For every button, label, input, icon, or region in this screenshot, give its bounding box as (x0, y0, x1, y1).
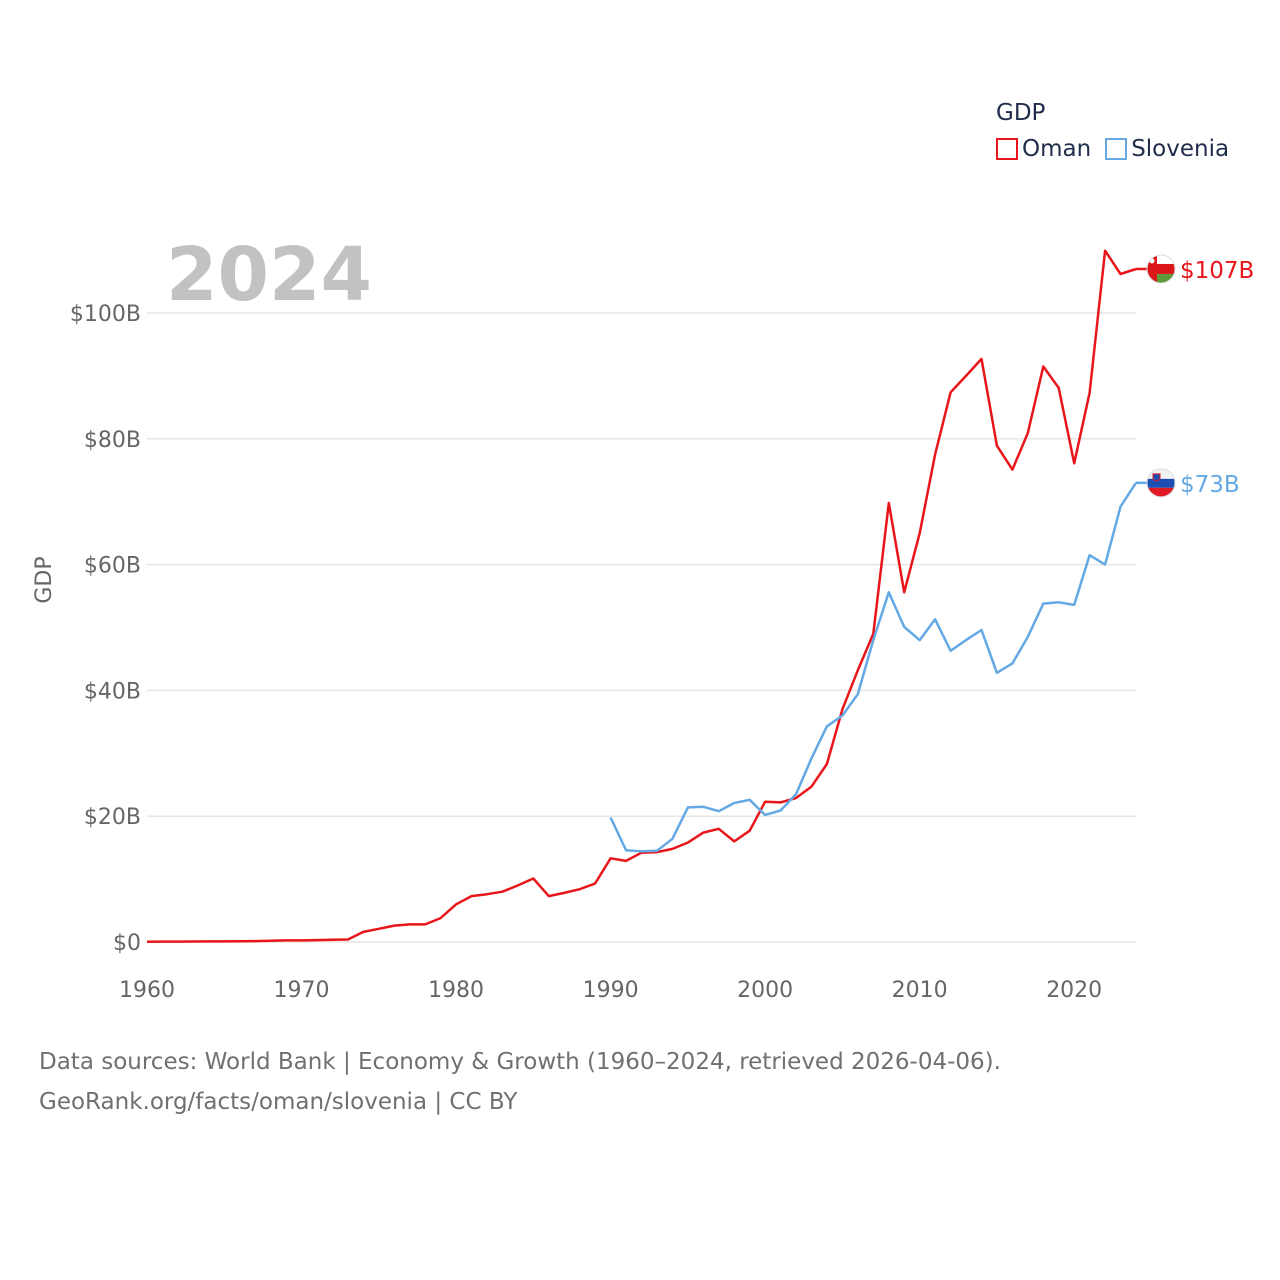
y-axis-ticks: $0 $20B $40B $60B $80B $100B (70, 302, 141, 956)
legend-swatch-oman (996, 138, 1018, 160)
end-value-label-oman: $107B (1180, 258, 1254, 284)
x-tick-label: 2020 (1046, 978, 1102, 1003)
x-tick-label: 1960 (119, 978, 175, 1003)
series-lines (146, 249, 1138, 943)
year-watermark: 2024 (166, 232, 372, 318)
legend-swatch-slovenia (1105, 138, 1128, 160)
source-link-text[interactable]: GeoRank.org/facts/oman/slovenia | CC BY (39, 1089, 518, 1115)
x-tick-label: 2010 (892, 978, 948, 1003)
footer: Data sources: World Bank | Economy & Gro… (39, 1042, 1001, 1122)
legend-title: GDP (996, 100, 1046, 126)
x-tick-label: 2000 (737, 978, 793, 1003)
series-line-slovenia[interactable] (609, 482, 1138, 853)
series-line-oman[interactable] (146, 249, 1137, 943)
y-tick-label: $20B (84, 805, 141, 830)
legend-items: Oman Slovenia (996, 136, 1229, 162)
end-value-label-slovenia: $73B (1180, 472, 1240, 498)
x-axis-ticks: 1960 1970 1980 1990 2000 2010 2020 (119, 978, 1102, 1003)
x-tick-label: 1990 (583, 978, 639, 1003)
y-tick-label: $60B (84, 554, 141, 579)
legend-label-oman: Oman (1022, 136, 1092, 162)
legend-item-oman[interactable]: Oman (996, 136, 1091, 162)
legend: GDP Oman Slovenia (996, 100, 1229, 162)
slovenia-flag-icon (1146, 468, 1176, 498)
y-tick-label: $80B (84, 428, 141, 453)
x-tick-label: 1970 (274, 978, 330, 1003)
legend-item-slovenia[interactable]: Slovenia (1105, 136, 1229, 162)
series-end-markers: $107B $73B (1136, 254, 1254, 498)
y-tick-label: $100B (70, 302, 141, 327)
gridlines (147, 312, 1136, 943)
legend-label-slovenia: Slovenia (1131, 136, 1230, 162)
x-tick-label: 1980 (428, 978, 484, 1003)
y-tick-label: $40B (84, 679, 141, 704)
y-tick-label: $0 (113, 931, 141, 956)
data-sources-text: Data sources: World Bank | Economy & Gro… (39, 1049, 1001, 1075)
y-axis-label: GDP (32, 556, 57, 603)
oman-flag-icon (1146, 254, 1176, 284)
